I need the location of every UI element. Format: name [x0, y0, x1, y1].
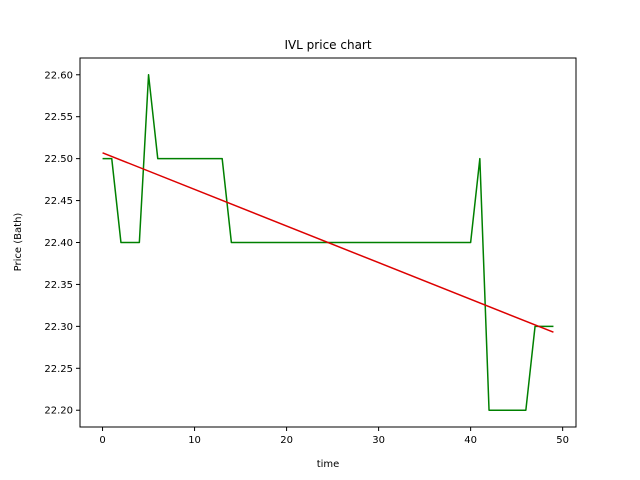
x-tick-label: 0 [99, 435, 105, 446]
x-tick-label: 10 [188, 435, 201, 446]
y-tick-label: 22.40 [44, 238, 73, 249]
series-layer [102, 74, 554, 411]
y-tick-label: 22.35 [44, 280, 73, 291]
y-tick-label: 22.25 [44, 364, 73, 375]
y-tick-label: 22.45 [44, 196, 73, 207]
trend-line [102, 152, 554, 333]
x-tick-label: 50 [556, 435, 569, 446]
x-axis-label: time [317, 459, 340, 470]
x-tick-label: 40 [464, 435, 477, 446]
chart-title: IVL price chart [284, 38, 371, 52]
y-axis-ticks: 22.20 22.25 22.30 22.35 22.40 22.45 22.50 22.55… [44, 70, 80, 417]
x-axis-ticks: 0 10 20 30 40 50 [99, 427, 569, 446]
x-tick-label: 20 [280, 435, 293, 446]
y-tick-label: 22.50 [44, 154, 73, 165]
y-tick-label: 22.30 [44, 322, 73, 333]
x-tick-label: 30 [372, 435, 385, 446]
y-axis-label: Price (Bath) [13, 213, 24, 272]
y-tick-label: 22.60 [44, 70, 73, 81]
y-tick-label: 22.55 [44, 112, 73, 123]
y-tick-label: 22.20 [44, 406, 73, 417]
